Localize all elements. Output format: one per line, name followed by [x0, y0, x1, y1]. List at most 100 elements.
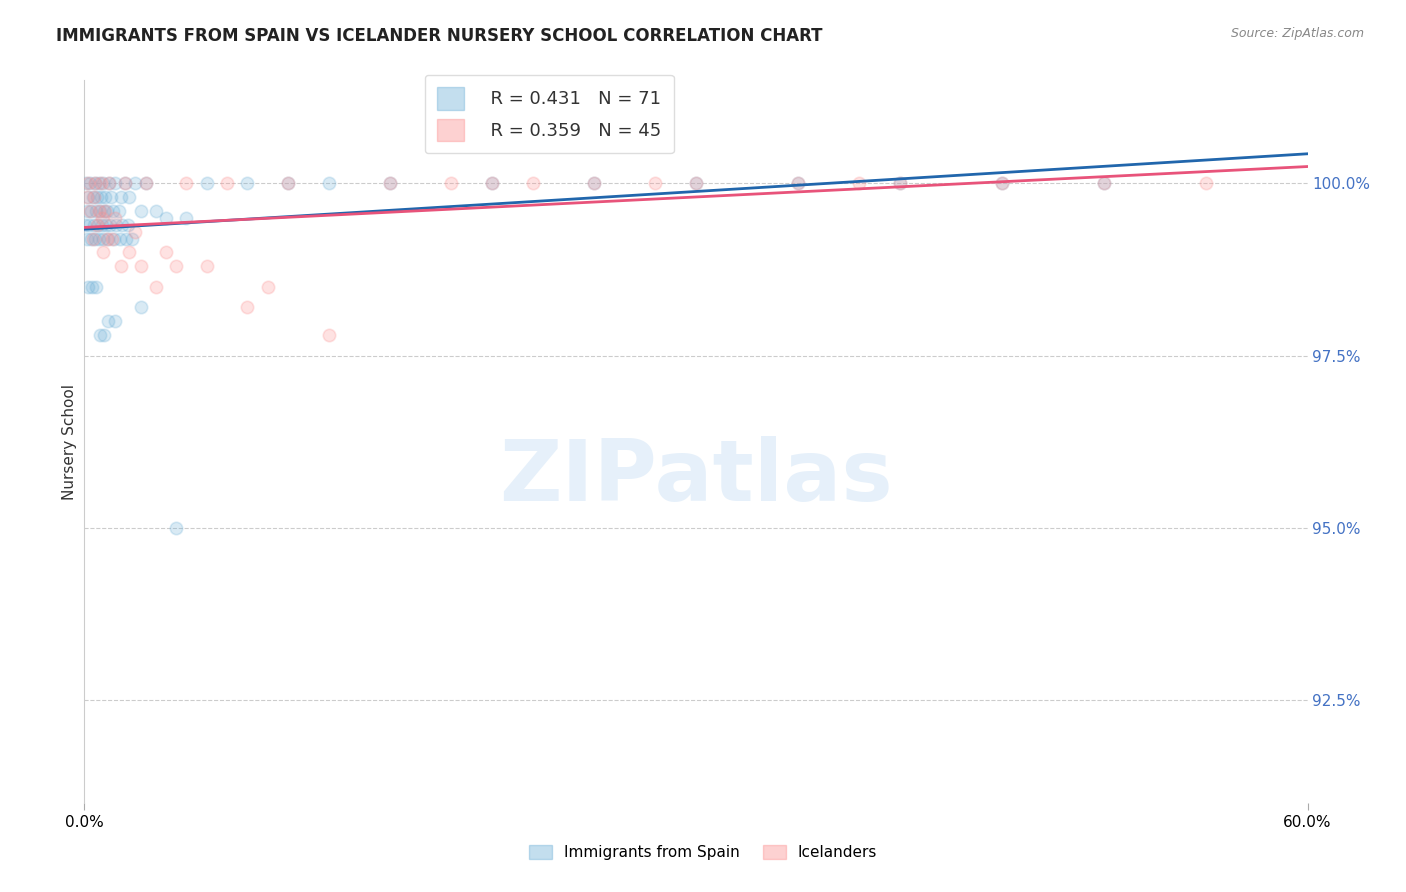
Point: [93, 327, 115, 342]
Point: [380, 177, 402, 191]
Point: [583, 177, 606, 191]
Point: [80, 231, 103, 245]
Point: [93, 204, 115, 219]
Point: [124, 177, 146, 191]
Point: [76, 231, 98, 245]
Point: [277, 177, 299, 191]
Point: [83, 218, 105, 232]
Point: [118, 190, 141, 204]
Point: [89, 204, 111, 219]
Text: Source: ZipAtlas.com: Source: ZipAtlas.com: [1230, 27, 1364, 40]
Point: [991, 177, 1014, 191]
Point: [111, 218, 134, 232]
Point: [440, 177, 463, 191]
Y-axis label: Nursery School: Nursery School: [62, 384, 77, 500]
Point: [75, 177, 97, 191]
Point: [135, 177, 157, 191]
Point: [380, 177, 402, 191]
Point: [257, 279, 280, 293]
Point: [82, 279, 104, 293]
Point: [83, 177, 105, 191]
Point: [644, 177, 666, 191]
Point: [82, 190, 104, 204]
Point: [217, 177, 239, 191]
Point: [91, 245, 114, 260]
Point: [101, 231, 124, 245]
Point: [89, 327, 111, 342]
Point: [94, 218, 117, 232]
Point: [889, 177, 911, 191]
Point: [104, 211, 127, 225]
Point: [77, 177, 100, 191]
Point: [131, 301, 153, 315]
Point: [121, 231, 143, 245]
Point: [93, 204, 115, 219]
Point: [96, 204, 118, 219]
Point: [145, 279, 167, 293]
Point: [195, 259, 218, 273]
Point: [889, 177, 911, 191]
Point: [1195, 177, 1218, 191]
Point: [104, 218, 127, 232]
Point: [103, 314, 125, 328]
Point: [110, 259, 132, 273]
Point: [481, 177, 503, 191]
Point: [110, 190, 132, 204]
Point: [103, 231, 125, 245]
Point: [155, 245, 177, 260]
Point: [108, 231, 131, 245]
Point: [93, 190, 115, 204]
Point: [118, 245, 141, 260]
Point: [90, 218, 112, 232]
Point: [75, 218, 97, 232]
Point: [318, 327, 340, 342]
Point: [84, 231, 107, 245]
Point: [76, 204, 98, 219]
Point: [96, 231, 118, 245]
Point: [83, 177, 105, 191]
Point: [87, 204, 110, 219]
Point: [97, 177, 120, 191]
Point: [76, 190, 98, 204]
Point: [79, 204, 101, 219]
Point: [97, 314, 120, 328]
Text: IMMIGRANTS FROM SPAIN VS ICELANDER NURSERY SCHOOL CORRELATION CHART: IMMIGRANTS FROM SPAIN VS ICELANDER NURSE…: [56, 27, 823, 45]
Point: [1092, 177, 1115, 191]
Point: [114, 177, 136, 191]
Point: [1092, 177, 1115, 191]
Point: [77, 190, 100, 204]
Point: [79, 177, 101, 191]
Point: [131, 204, 153, 219]
Point: [115, 231, 138, 245]
Point: [86, 190, 108, 204]
Point: [195, 177, 218, 191]
Point: [174, 177, 197, 191]
Point: [101, 204, 124, 219]
Point: [104, 177, 127, 191]
Point: [79, 218, 101, 232]
Legend: Immigrants from Spain, Icelanders: Immigrants from Spain, Icelanders: [523, 839, 883, 866]
Point: [155, 211, 177, 225]
Point: [685, 177, 707, 191]
Point: [91, 177, 114, 191]
Point: [236, 177, 259, 191]
Point: [87, 231, 110, 245]
Point: [90, 190, 112, 204]
Point: [117, 218, 139, 232]
Point: [685, 177, 707, 191]
Point: [86, 218, 108, 232]
Point: [174, 211, 197, 225]
Point: [135, 177, 157, 191]
Point: [87, 177, 110, 191]
Point: [86, 218, 108, 232]
Point: [91, 231, 114, 245]
Point: [481, 177, 503, 191]
Point: [97, 177, 120, 191]
Point: [165, 520, 187, 534]
Point: [522, 177, 544, 191]
Text: ZIPatlas: ZIPatlas: [499, 436, 893, 519]
Point: [83, 190, 105, 204]
Point: [77, 279, 100, 293]
Point: [165, 259, 187, 273]
Point: [787, 177, 810, 191]
